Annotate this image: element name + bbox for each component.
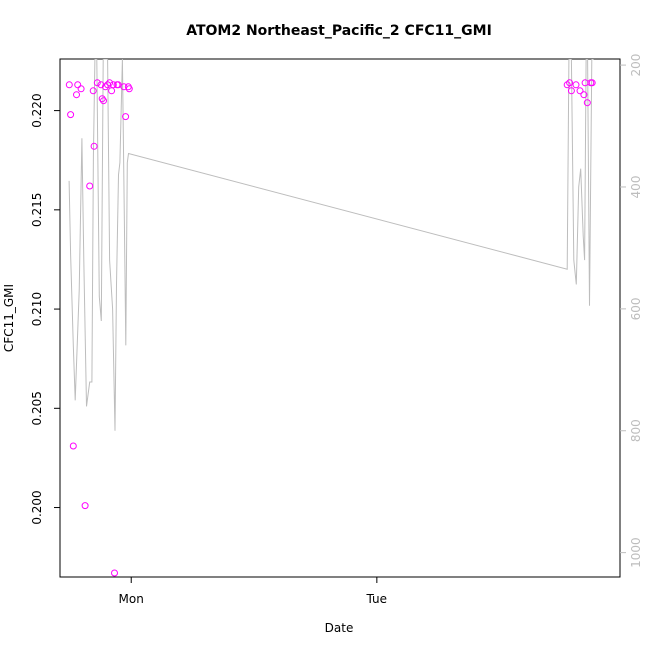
data-point (93, 79, 101, 87)
y2-tick-label: 600 (629, 297, 643, 320)
data-point (580, 91, 588, 99)
plot-layer (65, 59, 596, 577)
data-point (109, 81, 117, 89)
data-point (108, 87, 116, 95)
data-point (69, 442, 77, 450)
x-axis-label: Date (325, 621, 354, 635)
data-point (101, 83, 109, 91)
data-point (125, 85, 133, 93)
plot-frame (59, 58, 621, 578)
data-point (77, 85, 85, 93)
axis-layer: 0.200 0.205 0.210 0.215 0.220 200 400 600 800 100… (30, 54, 643, 606)
data-point (98, 95, 106, 103)
data-point (74, 81, 82, 89)
data-point (100, 97, 107, 105)
data-point (567, 87, 575, 95)
data-point (89, 87, 97, 95)
y2-tick-label: 400 (629, 176, 643, 199)
data-point (583, 99, 591, 107)
data-point (566, 79, 574, 87)
chart-title: ATOM2 Northeast_Pacific_2 CFC11_GMI (186, 23, 492, 39)
data-point (122, 113, 130, 121)
y2-tick-label: 200 (629, 54, 643, 77)
y-tick-label: 0.200 (30, 490, 44, 524)
data-point (576, 87, 584, 95)
y-tick-label: 0.215 (30, 193, 44, 227)
data-point (73, 91, 80, 99)
y-tick-label: 0.220 (30, 93, 44, 127)
data-point (111, 569, 118, 577)
data-point (572, 81, 580, 89)
y2-tick-label: 800 (629, 419, 643, 442)
data-point (97, 81, 105, 89)
data-point (90, 142, 98, 150)
data-point (588, 79, 596, 87)
data-point (106, 79, 114, 87)
series-line (68, 59, 594, 431)
data-point (86, 182, 94, 190)
data-point (65, 81, 73, 89)
data-point (67, 111, 75, 119)
y-axis-label: CFC11_GMI (2, 284, 16, 352)
y-tick-label: 0.210 (30, 292, 44, 326)
data-point (581, 79, 589, 87)
y-tick-label: 0.205 (30, 391, 44, 425)
data-point (81, 502, 89, 510)
x-tick-label: Tue (366, 592, 388, 606)
x-tick-label: Mon (119, 592, 144, 606)
y2-tick-label: 1000 (629, 537, 643, 568)
